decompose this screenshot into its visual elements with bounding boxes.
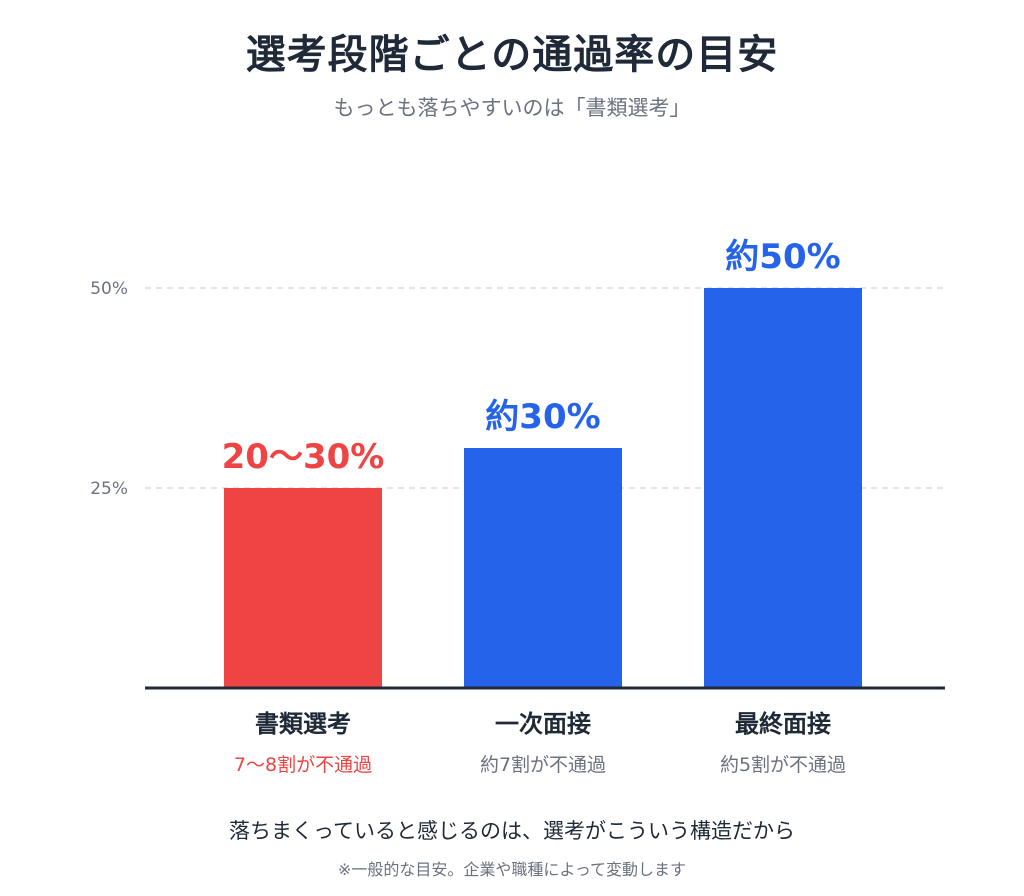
category-label: 最終面接 <box>735 710 831 738</box>
bar-value-label: 約30% <box>485 397 600 437</box>
bar <box>464 448 622 688</box>
bar-value-label: 20〜30% <box>222 437 385 477</box>
chart-note: ※一般的な目安。企業や職種によって変動します <box>337 860 687 879</box>
bar <box>704 288 862 688</box>
chart-title: 選考段階ごとの通過率の目安 <box>245 32 779 78</box>
y-tick-label: 25% <box>90 479 128 499</box>
y-tick-label: 50% <box>90 279 128 299</box>
chart-caption: 落ちまくっていると感じるのは、選考がこういう構造だから <box>229 819 795 843</box>
category-sublabel: 約5割が不通過 <box>720 754 846 776</box>
bar-value-label: 約50% <box>725 237 840 277</box>
category-label: 書類選考 <box>255 710 351 738</box>
category-label: 一次面接 <box>495 710 591 738</box>
bar <box>224 488 382 688</box>
chart-subtitle: もっとも落ちやすいのは「書類選考」 <box>333 96 691 120</box>
category-sublabel: 約7割が不通過 <box>480 754 606 776</box>
category-sublabel: 7〜8割が不通過 <box>234 754 372 776</box>
